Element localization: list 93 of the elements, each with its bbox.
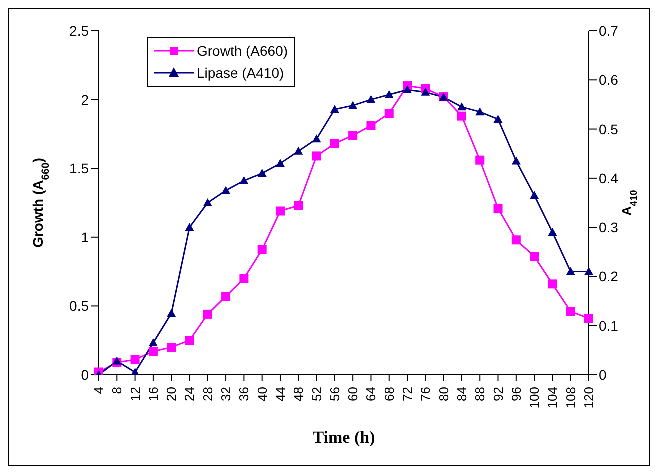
point: [494, 114, 503, 123]
point: [222, 292, 231, 302]
point: [258, 169, 267, 178]
point: [384, 90, 394, 98]
point: [112, 356, 122, 365]
x-tick-label: 20: [164, 387, 180, 402]
x-tick-label: 44: [272, 387, 288, 402]
point: [330, 139, 340, 148]
x-tick-label: 24: [182, 387, 198, 402]
x-tick-label: 104: [545, 387, 560, 409]
point: [584, 267, 594, 276]
x-tick-label: 84: [454, 387, 470, 402]
x-tick-label: 88: [472, 387, 488, 402]
point: [330, 105, 340, 114]
point: [366, 121, 376, 130]
point: [566, 307, 576, 316]
point: [294, 201, 304, 210]
x-tick-label: 96: [508, 387, 524, 402]
x-tick-label: 8: [110, 387, 125, 394]
x-tick-label: 92: [490, 387, 506, 402]
point: [512, 156, 521, 165]
x-tick-label: 68: [382, 387, 397, 402]
point: [294, 146, 304, 155]
x-tick-label: 120: [582, 387, 596, 409]
x-tick-label: 36: [236, 387, 252, 402]
point: [548, 280, 558, 289]
y2-tick-label: 0.2: [599, 268, 619, 285]
point: [494, 204, 503, 214]
y-tick-label: 2.5: [70, 22, 90, 39]
point: [457, 102, 466, 111]
point: [240, 176, 249, 184]
x-tick-label: 64: [364, 387, 379, 402]
point: [384, 109, 394, 118]
x-tick-label: 48: [291, 387, 306, 402]
point: [276, 206, 285, 216]
point: [566, 267, 576, 276]
point: [312, 152, 322, 161]
x-tick-label: 72: [400, 387, 416, 402]
y-tick-label: 0.5: [70, 298, 90, 314]
point: [276, 159, 285, 168]
point: [421, 88, 430, 96]
x-tick-label: 108: [563, 387, 578, 409]
point: [548, 228, 558, 236]
point: [366, 95, 376, 104]
point: [476, 156, 485, 165]
y-tick-label: 1.5: [70, 160, 90, 177]
point: [148, 338, 158, 347]
point: [203, 198, 212, 206]
point: [258, 245, 267, 254]
point: [312, 134, 322, 143]
x-tick-label: 76: [418, 387, 434, 402]
y2-tick-label: 0: [599, 366, 607, 383]
point: [167, 342, 176, 352]
point: [185, 336, 194, 346]
x-tick-label: 60: [346, 387, 361, 402]
x-axis-title: Time (h): [312, 428, 376, 447]
legend-label: Growth (A660): [197, 42, 288, 61]
point: [403, 85, 412, 94]
x-tick-label: 32: [218, 387, 234, 402]
point: [530, 252, 540, 262]
point: [240, 274, 249, 284]
y2-tick-label: 0.3: [599, 220, 619, 236]
x-tick-label: 16: [146, 387, 161, 402]
point: [348, 101, 358, 110]
x-tick-label: 80: [436, 387, 452, 402]
x-tick-label: 56: [327, 387, 342, 402]
point: [130, 355, 140, 364]
x-tick-label: 4: [92, 387, 106, 394]
point: [476, 108, 485, 116]
y-tick-label: 2: [81, 92, 90, 108]
point: [457, 112, 466, 121]
point: [584, 314, 594, 324]
legend-label: Lipase (A410): [197, 64, 284, 83]
point: [512, 236, 521, 245]
x-tick-label: 12: [128, 387, 143, 402]
y2-tick-label: 0.6: [599, 72, 619, 88]
point: [222, 186, 231, 194]
point: [348, 131, 358, 140]
y2-tick-label: 0.4: [599, 170, 619, 186]
x-tick-label: 40: [254, 387, 270, 402]
y2-tick-label: 0.7: [599, 22, 619, 39]
point: [167, 309, 176, 318]
point: [530, 191, 540, 200]
y2-tick-label: 0.1: [599, 318, 619, 334]
y-tick-label: 0: [81, 366, 90, 383]
y-tick-label: 1: [81, 229, 90, 246]
point: [185, 223, 194, 232]
y2-tick-label: 0.5: [599, 121, 619, 138]
x-tick-label: 100: [527, 387, 542, 409]
point: [203, 310, 212, 319]
point: [148, 347, 158, 356]
x-tick-label: 52: [309, 387, 324, 402]
x-tick-label: 28: [200, 387, 216, 402]
